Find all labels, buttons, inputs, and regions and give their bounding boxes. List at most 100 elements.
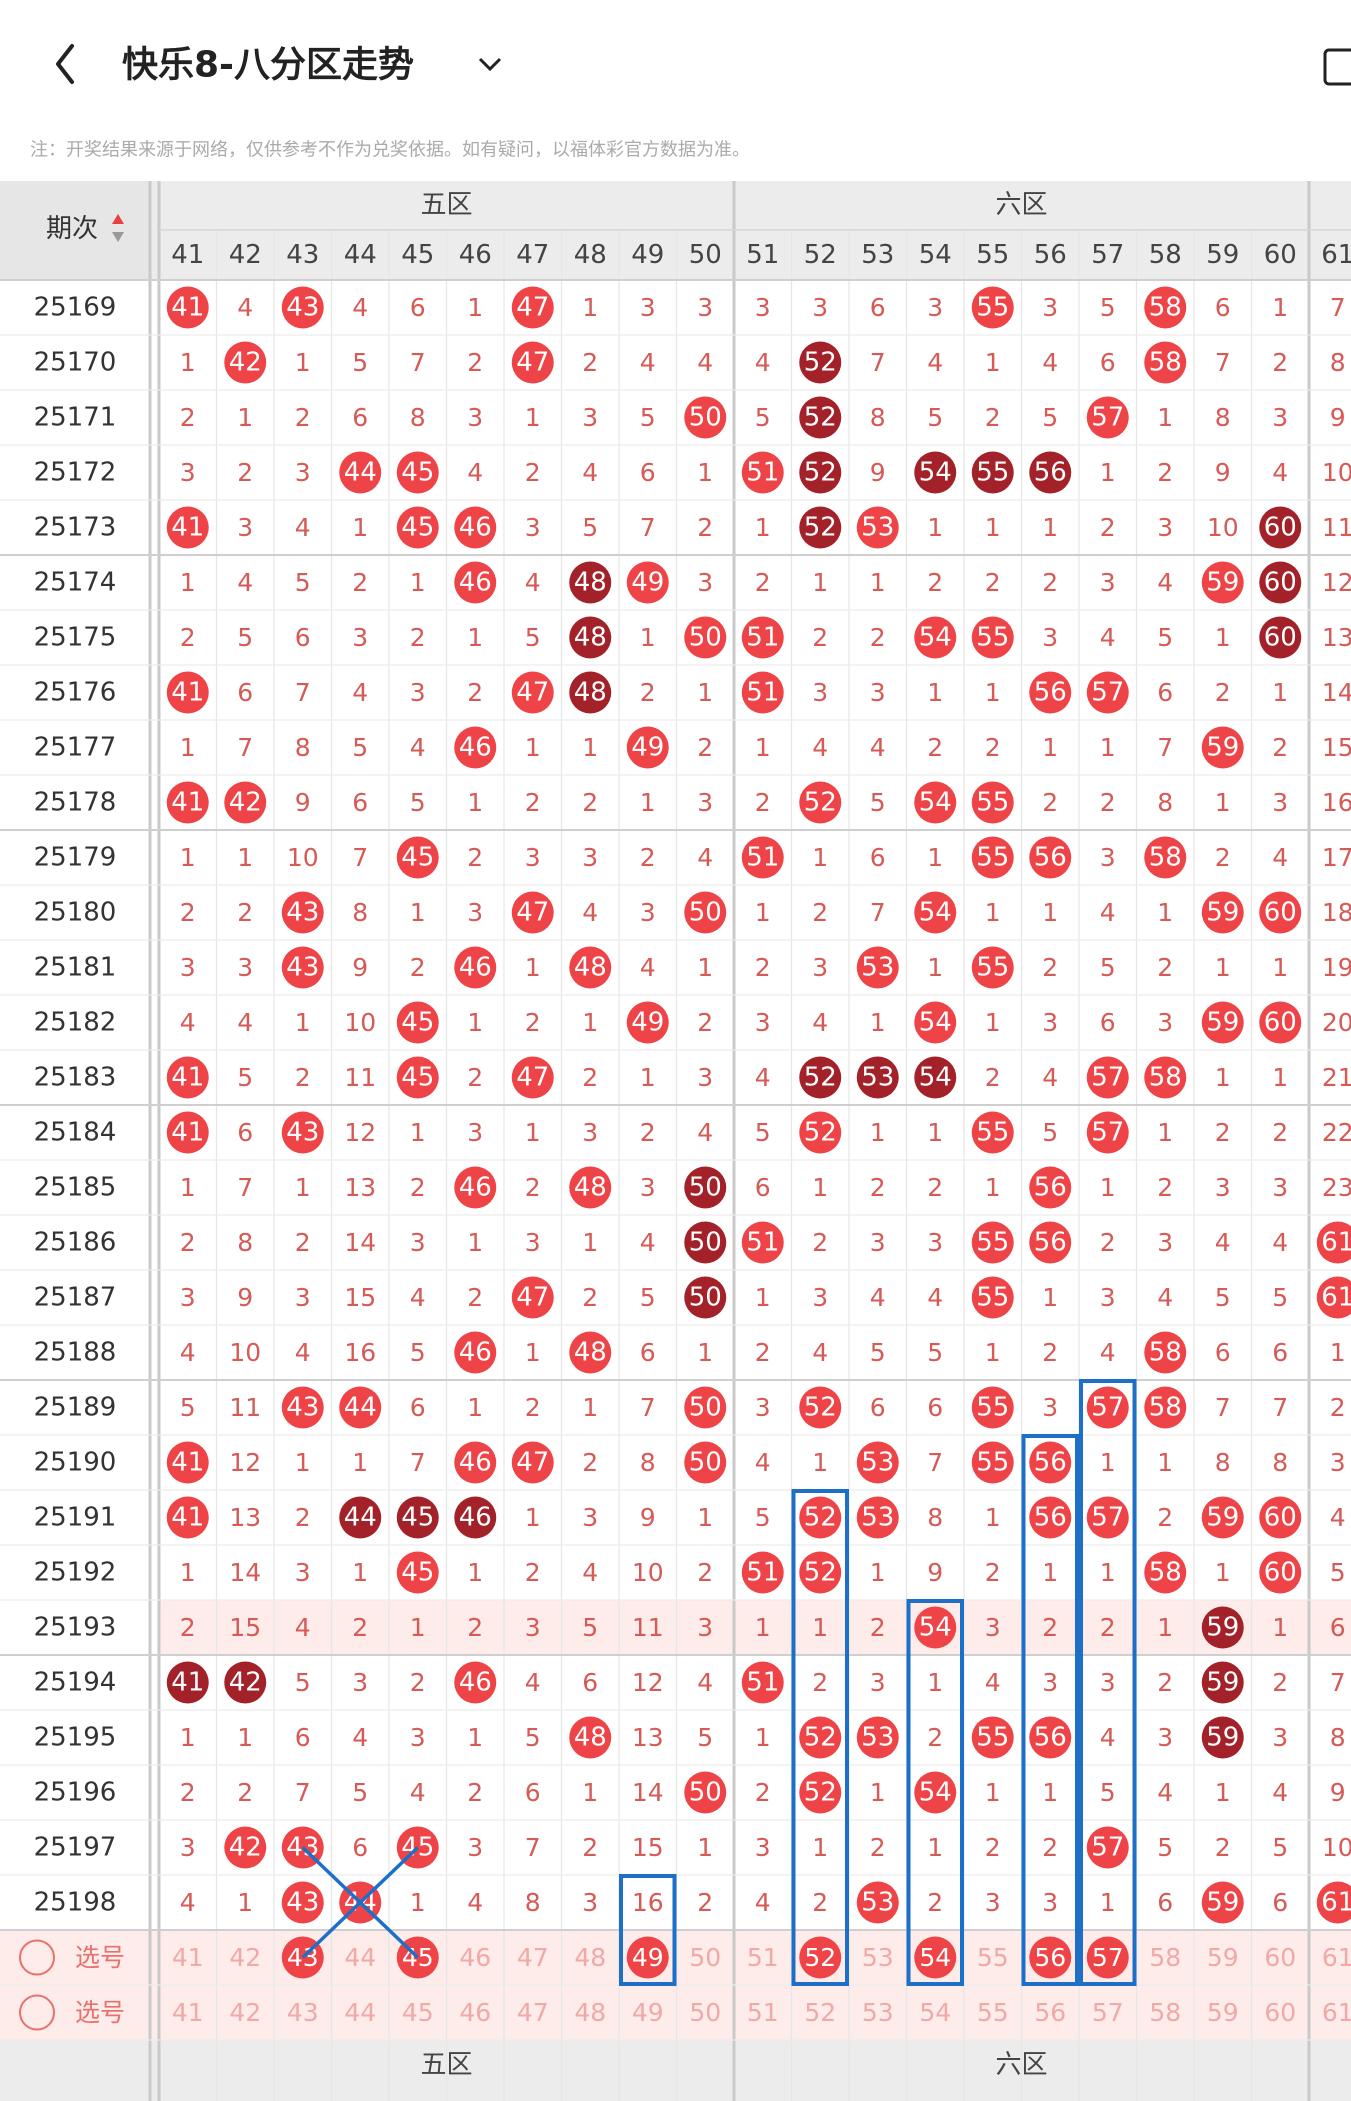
select-number[interactable]: 58 — [1149, 1943, 1181, 1972]
cell-value: 59 — [1206, 733, 1239, 763]
select-number[interactable]: 53 — [862, 1998, 894, 2027]
cell-value: 5 — [755, 1118, 771, 1147]
select-number[interactable]: 51 — [747, 1998, 779, 2027]
cell-value: 1 — [985, 898, 1001, 927]
select-number[interactable]: 50 — [689, 1943, 721, 1972]
select-number[interactable]: 56 — [1034, 1943, 1066, 1972]
annotation-box — [906, 1599, 964, 1986]
cell-value: 41 — [171, 1063, 204, 1093]
cell-value: 59 — [1206, 1008, 1239, 1038]
picked-ball[interactable] — [914, 1936, 957, 1979]
hit-ball — [1144, 1056, 1187, 1099]
select-radio[interactable] — [19, 1994, 55, 2031]
select-number[interactable]: 53 — [862, 1943, 894, 1972]
hit-ball — [1086, 1496, 1129, 1539]
select-number[interactable]: 61 — [1322, 1943, 1351, 1972]
select-number[interactable]: 43 — [287, 1998, 319, 2027]
select-number[interactable]: 59 — [1207, 1943, 1239, 1972]
picked-ball[interactable] — [799, 1936, 842, 1979]
menu-icon[interactable] — [1323, 48, 1351, 86]
cell-value: 45 — [401, 843, 434, 873]
select-number[interactable]: 49 — [632, 1998, 664, 2027]
cell-value: 42 — [229, 788, 262, 818]
cell-value: 2 — [1042, 568, 1058, 597]
cell-value: 5 — [640, 1283, 656, 1312]
select-number[interactable]: 59 — [1207, 1998, 1239, 2027]
select-number[interactable]: 60 — [1264, 1998, 1296, 2027]
hit-ball — [1201, 561, 1244, 604]
cell-value: 7 — [237, 1173, 253, 1202]
select-radio[interactable] — [19, 1939, 55, 1976]
cell-value: 1 — [812, 843, 828, 872]
cell-value: 53 — [861, 1063, 894, 1093]
hit-ball — [396, 506, 439, 549]
select-number[interactable]: 54 — [919, 1943, 951, 1972]
cell-value: 2 — [1100, 1613, 1116, 1642]
cell-value: 55 — [976, 843, 1009, 873]
cell-value: 58 — [1149, 843, 1182, 873]
select-number[interactable]: 44 — [344, 1943, 376, 1972]
cell-value: 9 — [1330, 403, 1346, 432]
cell-value: 2 — [1215, 843, 1231, 872]
select-number[interactable]: 48 — [574, 1998, 606, 2027]
sort-down[interactable] — [112, 232, 124, 242]
select-number[interactable]: 55 — [977, 1943, 1009, 1972]
cell-value: 3 — [640, 1173, 656, 1202]
select-number[interactable]: 45 — [402, 1998, 434, 2027]
cell-value: 1 — [525, 1503, 541, 1532]
select-number[interactable]: 60 — [1264, 1943, 1296, 1972]
select-number[interactable]: 51 — [747, 1943, 779, 1972]
cell-value: 1 — [697, 1338, 713, 1367]
cell-value: 2 — [180, 1228, 196, 1257]
select-number[interactable]: 46 — [459, 1943, 491, 1972]
cell-value: 2 — [1100, 513, 1116, 542]
select-number[interactable]: 46 — [459, 1998, 491, 2027]
cell-value: 2 — [697, 1008, 713, 1037]
select-number[interactable]: 49 — [632, 1943, 664, 1972]
back-button[interactable] — [56, 44, 74, 84]
cell-value: 51 — [746, 458, 779, 488]
select-number[interactable]: 61 — [1322, 1998, 1351, 2027]
select-number[interactable]: 50 — [689, 1998, 721, 2027]
select-number[interactable]: 42 — [229, 1943, 261, 1972]
select-number[interactable]: 57 — [1092, 1998, 1124, 2027]
hit-ball — [281, 1386, 324, 1429]
select-number[interactable]: 44 — [344, 1998, 376, 2027]
cell-value: 2 — [1157, 458, 1173, 487]
select-number[interactable]: 58 — [1149, 1998, 1181, 2027]
select-number[interactable]: 57 — [1092, 1943, 1124, 1972]
cell-value: 41 — [171, 788, 204, 818]
cell-value: 1 — [410, 1118, 426, 1147]
cell-value: 13 — [344, 1173, 376, 1202]
hit-ball — [684, 616, 727, 659]
select-number[interactable]: 56 — [1034, 1998, 1066, 2027]
sort-up[interactable] — [112, 214, 124, 224]
select-number[interactable]: 47 — [517, 1943, 549, 1972]
column-number: 57 — [1091, 240, 1124, 270]
select-number[interactable]: 41 — [172, 1998, 204, 2027]
picked-ball[interactable] — [1086, 1936, 1129, 1979]
cell-value: 3 — [582, 843, 598, 872]
select-number[interactable]: 42 — [229, 1998, 261, 2027]
select-number[interactable]: 55 — [977, 1998, 1009, 2027]
cell-value: 2 — [467, 1778, 483, 1807]
select-number[interactable]: 41 — [172, 1943, 204, 1972]
cell-value: 14 — [344, 1228, 376, 1257]
cell-value: 6 — [870, 1393, 886, 1422]
select-number[interactable]: 47 — [517, 1998, 549, 2027]
select-number[interactable]: 48 — [574, 1943, 606, 1972]
cell-value: 8 — [295, 733, 311, 762]
annotation-box — [1079, 1379, 1137, 1986]
picked-ball[interactable] — [626, 1936, 669, 1979]
select-number[interactable]: 52 — [804, 1943, 836, 1972]
cell-value: 2 — [467, 348, 483, 377]
hit-ball — [166, 1496, 209, 1539]
hit-ball — [1144, 1331, 1187, 1374]
cell-value: 2 — [582, 1063, 598, 1092]
cell-value: 4 — [237, 293, 253, 322]
dropdown-icon[interactable] — [478, 57, 502, 72]
picked-ball[interactable] — [1029, 1936, 1072, 1979]
select-number[interactable]: 52 — [804, 1998, 836, 2027]
select-number[interactable]: 54 — [919, 1998, 951, 2027]
cell-value: 2 — [1215, 678, 1231, 707]
